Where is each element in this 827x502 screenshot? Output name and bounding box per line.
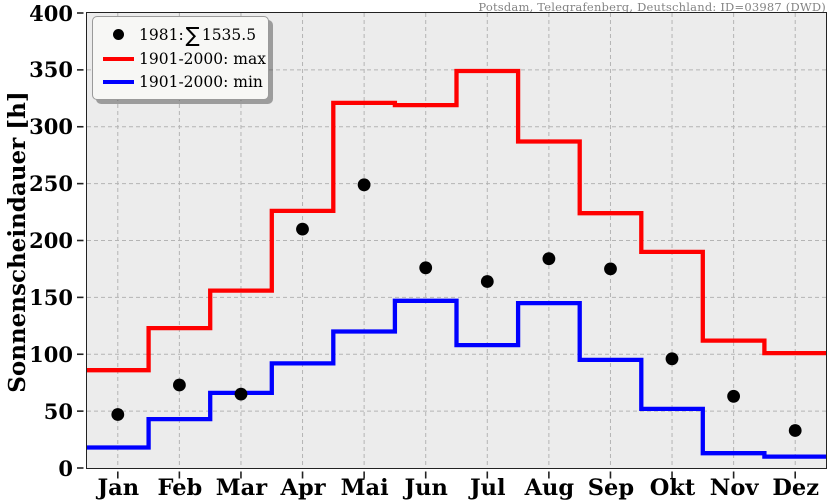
legend-year-prefix: 1981: [139, 25, 184, 44]
plot-area: 1981:∑ 1535.5 1901-2000: max 1901-2000: m… [77, 12, 827, 479]
y-tick-labels: 0 50 100 150 200 250 300 350 400 [0, 0, 73, 502]
y-tick-label: 400 [29, 0, 73, 26]
data-point-nov [727, 389, 740, 403]
legend-row-max: 1901-2000: max [97, 48, 266, 70]
data-point-jun [419, 261, 433, 275]
x-tick-label: Aug [524, 475, 575, 501]
legend-marker-cell [97, 29, 139, 40]
x-tick-label: Mar [215, 475, 268, 501]
data-point-apr [296, 222, 309, 236]
y-tick-label: 150 [29, 284, 73, 310]
legend-min-line-icon [102, 79, 134, 85]
data-point-dez [788, 424, 802, 437]
x-tick-label: Okt [649, 475, 696, 501]
data-point-sep [604, 262, 617, 276]
legend-dot-icon [112, 29, 124, 40]
data-point-okt [665, 352, 679, 366]
x-tick-label: Mai [340, 475, 389, 501]
x-tick-label: Jun [404, 475, 448, 501]
x-tick-labels: Jan Feb Mar Apr Mai Jun Jul Aug Sep Okt Nov Dez [86, 475, 827, 502]
x-tick-label: Sep [587, 475, 635, 501]
y-tick-label: 0 [58, 455, 73, 481]
x-tick-label: Jul [470, 475, 506, 501]
legend-row-min: 1901-2000: min [97, 71, 263, 93]
sum-symbol-icon: ∑ [185, 22, 200, 47]
legend-row-1981: 1981:∑ 1535.5 [97, 22, 260, 47]
station-title: Potsdam, Telegrafenberg, Deutschland: ID… [478, 0, 826, 14]
legend-marker-cell [97, 56, 139, 62]
y-tick-label: 50 [43, 398, 73, 424]
data-point-jan [111, 408, 125, 421]
y-tick-label: 300 [29, 114, 73, 140]
y-tick-label: 350 [29, 57, 73, 83]
step-line-1901-2000-max [87, 68, 826, 373]
legend-sum-value: 1535.5 [201, 25, 257, 44]
legend: 1981:∑ 1535.5 1901-2000: max 1901-2000: m… [92, 16, 269, 100]
data-point-feb [173, 378, 186, 392]
x-tick-label: Apr [280, 475, 326, 501]
data-point-jul [480, 275, 494, 288]
legend-label-max: 1901-2000: max [139, 50, 266, 68]
y-tick-label: 200 [29, 228, 73, 253]
data-point-mar [234, 387, 248, 401]
legend-label-min: 1901-2000: min [139, 73, 263, 91]
legend-label-1981: 1981:∑ 1535.5 [139, 23, 256, 47]
x-tick-label: Jan [97, 475, 140, 501]
x-tick-label: Dez [772, 475, 820, 501]
y-tick-label: 250 [29, 171, 73, 197]
legend-marker-cell [97, 79, 139, 85]
legend-max-line-icon [102, 56, 134, 62]
y-tick-label: 100 [29, 341, 73, 367]
x-tick-label: Nov [709, 475, 759, 501]
chart-svg [77, 12, 826, 479]
data-point-aug [542, 252, 556, 266]
data-point-mai [357, 178, 371, 192]
x-tick-label: Feb [157, 475, 203, 501]
step-line-1901-2000-min [87, 298, 826, 459]
